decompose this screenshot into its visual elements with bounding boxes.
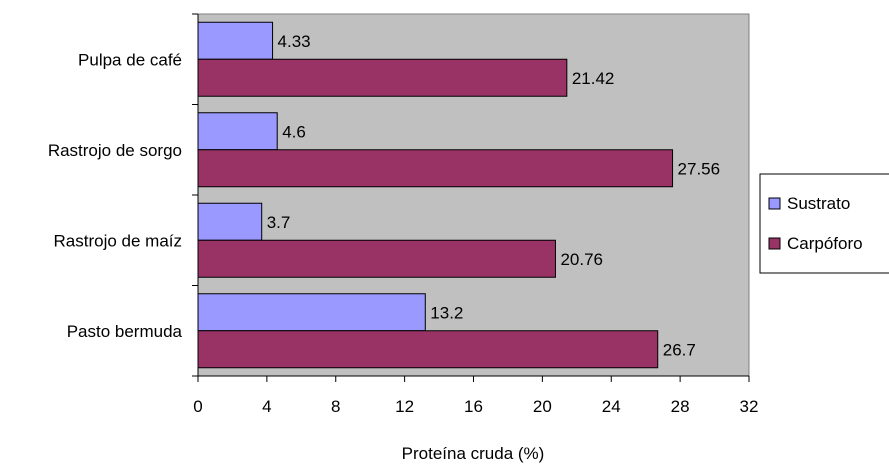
bar-sustrato-2 <box>197 112 278 151</box>
bar-carp-foro-4 <box>197 330 659 369</box>
legend-label: Carpóforo <box>787 234 863 253</box>
category-label: Rastrojo de maíz <box>54 231 183 250</box>
tick-label: 20 <box>533 397 552 416</box>
bars-layer: 4.33 21.42 4.6 27.56 3.7 20.76 13.2 26.7 <box>197 21 721 369</box>
bar-carp-foro-2 <box>197 149 674 188</box>
data-label: 27.56 <box>678 159 721 178</box>
x-axis-title: Proteína cruda (%) <box>402 444 545 463</box>
legend-box <box>759 173 889 274</box>
data-label: 21.42 <box>572 69 615 88</box>
tick-label: 12 <box>395 397 414 416</box>
category-axis: Pulpa de café Rastrojo de sorgo Rastrojo d… <box>48 13 199 377</box>
bar-sustrato-4 <box>197 293 426 332</box>
data-label: 26.7 <box>663 340 696 359</box>
tick-label: 32 <box>740 397 759 416</box>
category-label: Pulpa de café <box>78 50 182 69</box>
tick-label: 16 <box>464 397 483 416</box>
tick-label: 0 <box>193 397 202 416</box>
tick-label: 4 <box>262 397 271 416</box>
data-label: 20.76 <box>560 250 603 269</box>
tick-label: 24 <box>602 397 621 416</box>
legend-swatch <box>768 237 781 250</box>
value-axis: 0 4 8 12 16 20 24 28 32 <box>193 375 759 416</box>
category-label: Pasto bermuda <box>67 322 183 341</box>
data-label: 4.33 <box>278 32 311 51</box>
bar-sustrato-3 <box>197 202 263 241</box>
legend-swatch <box>768 197 781 210</box>
category-label: Rastrojo de sorgo <box>48 141 182 160</box>
bar-carp-foro-1 <box>197 58 568 97</box>
bar-carp-foro-3 <box>197 239 556 278</box>
tick-label: 8 <box>331 397 340 416</box>
data-label: 13.2 <box>430 303 463 322</box>
legend-label: Sustrato <box>787 194 850 213</box>
data-label: 4.6 <box>282 122 306 141</box>
bar-sustrato-1 <box>197 21 274 60</box>
legend: Sustrato Carpóforo <box>759 173 889 274</box>
data-label: 3.7 <box>267 213 291 232</box>
tick-label: 28 <box>671 397 690 416</box>
